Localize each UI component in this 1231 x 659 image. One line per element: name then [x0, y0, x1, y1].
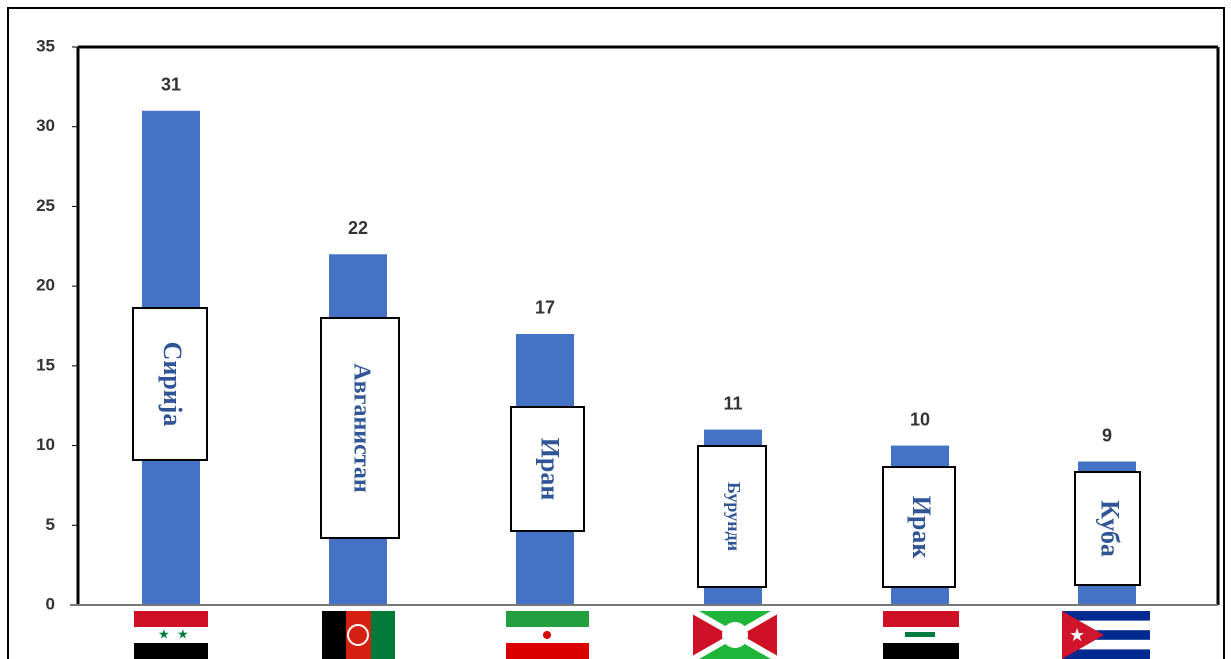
value-label: 17: [535, 298, 555, 318]
y-tick-label: 25: [36, 196, 55, 215]
flag-syria: ★ ★: [134, 611, 208, 659]
y-tick-label: 20: [36, 276, 55, 295]
svg-text:★: ★: [1069, 625, 1085, 645]
flag-afghanistan: [322, 611, 395, 659]
flag-cuba: ★: [1062, 611, 1150, 659]
category-label: Куба: [1096, 500, 1125, 557]
svg-text:★: ★: [158, 626, 170, 641]
category-box: [697, 445, 767, 588]
outer-border: [7, 7, 1225, 659]
y-tick-label: 35: [36, 36, 55, 55]
value-label: 11: [723, 393, 742, 413]
y-tick-label: 30: [36, 116, 55, 135]
category-box: [320, 317, 400, 539]
value-label: 10: [910, 409, 930, 429]
flag-burundi: [691, 608, 779, 659]
svg-text:★: ★: [177, 626, 189, 641]
y-tick-label: 0: [46, 594, 55, 613]
value-label: 22: [348, 218, 368, 238]
category-label: Иран: [536, 438, 565, 501]
category-box: [510, 406, 585, 532]
y-tick-label: 5: [46, 515, 55, 534]
value-label: 9: [1102, 425, 1112, 445]
category-box: [882, 466, 956, 588]
y-tick-label: 10: [36, 435, 55, 454]
y-tick-label: 15: [36, 355, 55, 374]
category-box: [1074, 471, 1141, 586]
category-label: Ирак: [907, 496, 936, 559]
flag-iran: [506, 611, 589, 659]
category-label: Авганистан: [348, 363, 374, 493]
flags: ★ ★ ★: [134, 608, 1150, 659]
flag-iraq: [883, 611, 959, 659]
category-label: Бурунди: [724, 482, 744, 551]
category-label: Сирија: [158, 342, 187, 427]
value-label: 31: [161, 75, 181, 95]
category-box: [132, 307, 208, 461]
